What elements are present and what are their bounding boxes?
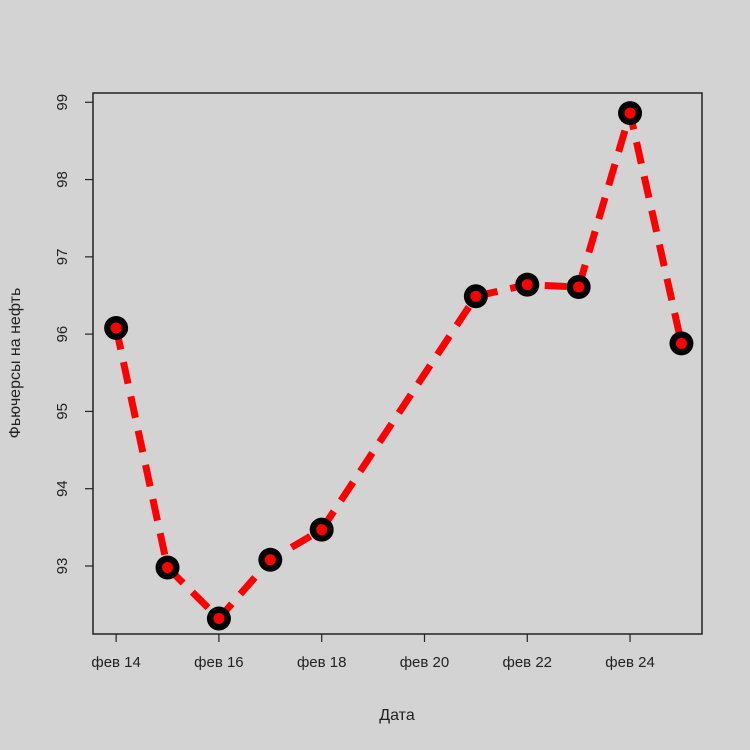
y-tick-label: 99 bbox=[54, 94, 71, 111]
data-point bbox=[618, 101, 643, 126]
data-point bbox=[258, 547, 283, 572]
data-point bbox=[515, 272, 540, 297]
data-point-center bbox=[316, 524, 328, 536]
y-tick-label: 98 bbox=[54, 171, 71, 188]
data-point-center bbox=[624, 107, 636, 119]
x-axis: фев 14 фев 16 фев 18 фев 20 фев 22 фев 24 bbox=[91, 634, 655, 671]
y-axis: 93 94 95 96 97 98 99 bbox=[54, 94, 93, 574]
data-point-center bbox=[264, 554, 276, 566]
x-tick-label: фев 24 bbox=[605, 654, 655, 671]
series-line bbox=[112, 109, 685, 623]
data-point bbox=[104, 315, 129, 340]
series-points-group bbox=[104, 101, 694, 631]
data-point-center bbox=[675, 337, 687, 349]
data-point-center bbox=[521, 279, 533, 291]
data-point bbox=[566, 274, 591, 299]
y-tick-label: 97 bbox=[54, 249, 71, 266]
data-point bbox=[309, 517, 334, 542]
y-tick-label: 96 bbox=[54, 326, 71, 343]
x-tick-label: фев 22 bbox=[503, 654, 553, 671]
plot-frame bbox=[92, 92, 703, 635]
data-point bbox=[206, 606, 231, 631]
series-line-group bbox=[112, 109, 685, 623]
y-axis-title: Фьючерсы на нефть bbox=[7, 288, 24, 439]
data-point-center bbox=[162, 562, 174, 574]
data-point-center bbox=[110, 322, 122, 334]
y-tick-label: 95 bbox=[54, 403, 71, 420]
data-point-center bbox=[213, 613, 225, 625]
x-tick-label: фев 16 bbox=[194, 654, 244, 671]
y-tick-label: 94 bbox=[54, 480, 71, 497]
x-axis-title: Дата bbox=[379, 707, 415, 724]
y-tick-label: 93 bbox=[54, 558, 71, 575]
data-point bbox=[155, 555, 180, 580]
x-tick-label: фев 20 bbox=[400, 654, 450, 671]
x-tick-label: фев 18 bbox=[297, 654, 347, 671]
data-point bbox=[669, 331, 694, 356]
x-tick-label: фев 14 bbox=[91, 654, 141, 671]
data-point-center bbox=[573, 281, 585, 293]
data-point bbox=[463, 284, 488, 309]
data-point-center bbox=[470, 290, 482, 302]
